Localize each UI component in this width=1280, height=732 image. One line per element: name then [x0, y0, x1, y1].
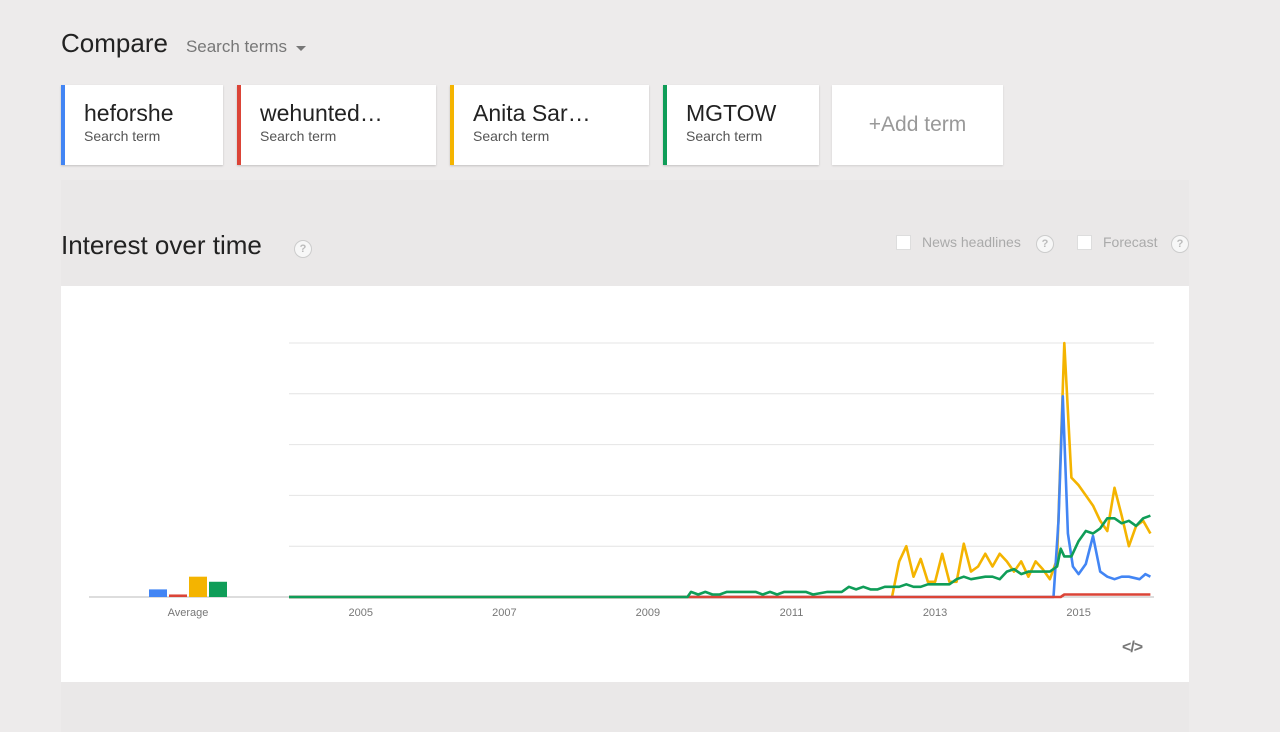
compare-header: Compare Search terms — [61, 28, 307, 59]
interest-chart-card: 2005 2007 2009 2011 2013 2015 Average </> — [61, 286, 1189, 682]
page-title: Compare — [61, 28, 168, 58]
forecast-label: Forecast — [1103, 234, 1158, 250]
x-tick-label: 2015 — [1066, 607, 1090, 619]
series-line-4 — [289, 514, 1151, 599]
x-tick-label: 2007 — [492, 607, 516, 619]
term-color-bar — [663, 85, 667, 165]
forecast-option: Forecast — [1077, 234, 1157, 250]
term-name: MGTOW — [686, 100, 777, 126]
term-card-1[interactable]: heforshe Search term — [61, 85, 223, 165]
search-terms-label: Search terms — [185, 37, 288, 56]
series-line-3 — [289, 341, 1152, 599]
interest-over-time-title: Interest over time — [61, 230, 262, 260]
series-line-1 — [289, 395, 1151, 599]
forecast-checkbox[interactable] — [1077, 234, 1092, 250]
add-term-button[interactable]: +Add term — [832, 85, 1003, 165]
term-color-bar — [237, 85, 241, 165]
average-label: Average — [168, 607, 209, 619]
embed-code-icon[interactable]: </> — [1122, 639, 1143, 656]
news-help-icon[interactable]: ? — [1036, 235, 1054, 253]
news-headlines-label: News headlines — [922, 234, 1021, 250]
interest-over-time-chart[interactable]: 2005 2007 2009 2011 2013 2015 Average — [61, 286, 1189, 682]
average-bar — [149, 589, 167, 597]
average-bar — [169, 594, 187, 597]
term-color-bar — [61, 85, 65, 165]
chevron-down-icon — [296, 45, 307, 51]
term-name: Anita Sar… — [473, 100, 591, 126]
term-card-3[interactable]: Anita Sar… Search term — [450, 85, 649, 165]
average-bar — [189, 576, 207, 597]
term-name: wehunted… — [260, 100, 383, 126]
news-headlines-option: News headlines — [896, 234, 1021, 250]
term-subtitle: Search term — [686, 128, 763, 144]
term-card-2[interactable]: wehunted… Search term — [237, 85, 436, 165]
x-tick-label: 2011 — [780, 607, 804, 619]
x-tick-label: 2005 — [349, 607, 373, 619]
term-subtitle: Search term — [260, 128, 337, 144]
search-terms-dropdown[interactable]: Search terms — [185, 37, 307, 57]
term-subtitle: Search term — [473, 128, 550, 144]
term-card-4[interactable]: MGTOW Search term — [663, 85, 819, 165]
term-color-bar — [450, 85, 454, 165]
x-tick-label: 2013 — [923, 607, 947, 619]
forecast-help-icon[interactable]: ? — [1171, 235, 1189, 253]
x-tick-label: 2009 — [636, 607, 660, 619]
term-subtitle: Search term — [84, 128, 161, 144]
term-name: heforshe — [84, 100, 174, 126]
average-bar — [209, 581, 227, 597]
news-headlines-checkbox[interactable] — [896, 234, 911, 250]
help-icon[interactable]: ? — [294, 240, 312, 258]
